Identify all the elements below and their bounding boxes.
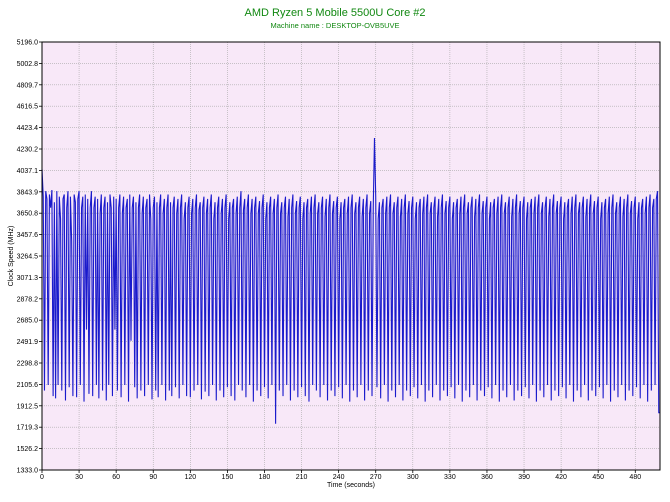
chart-subtitle: Machine name : DESKTOP-OVB5UVE xyxy=(270,21,399,30)
y-tick-label: 2298.8 xyxy=(17,360,39,367)
x-axis-label: Time (seconds) xyxy=(327,482,375,489)
y-tick-label: 3071.3 xyxy=(17,275,39,282)
y-tick-label: 1912.5 xyxy=(17,403,39,410)
series-line-0 xyxy=(41,137,660,424)
y-tick-label: 1719.3 xyxy=(17,425,39,432)
x-tick-label: 60 xyxy=(112,474,120,481)
x-tick-label: 420 xyxy=(555,474,567,481)
x-tick-label: 120 xyxy=(184,474,196,481)
x-tick-label: 90 xyxy=(149,474,157,481)
y-tick-label: 3650.8 xyxy=(17,211,39,218)
x-tick-label: 330 xyxy=(444,474,456,481)
y-tick-label: 4616.5 xyxy=(17,104,39,111)
y-tick-label: 4809.7 xyxy=(17,82,39,89)
x-tick-label: 480 xyxy=(629,474,641,481)
x-tick-label: 450 xyxy=(592,474,604,481)
y-tick-label: 5002.8 xyxy=(17,61,39,68)
y-tick-label: 4037.1 xyxy=(17,168,39,175)
x-tick-label: 180 xyxy=(259,474,271,481)
series-group xyxy=(41,137,660,424)
x-tick-label: 240 xyxy=(333,474,345,481)
x-tick-label: 210 xyxy=(296,474,308,481)
y-tick-label: 2105.6 xyxy=(17,382,39,389)
y-tick-label: 1333.0 xyxy=(17,468,39,475)
y-tick-label: 2685.0 xyxy=(17,318,39,325)
y-tick-label: 4423.4 xyxy=(17,125,39,132)
y-tick-label: 5196.0 xyxy=(17,40,39,47)
y-tick-label: 3457.6 xyxy=(17,232,39,239)
y-axis-ticks: 1333.0 1526.2 1719.3 1912.5 2105.6 2298.8 2491… xyxy=(17,40,42,475)
y-tick-label: 2878.2 xyxy=(17,296,39,303)
x-tick-label: 360 xyxy=(481,474,493,481)
y-tick-label: 2491.9 xyxy=(17,339,39,346)
y-tick-label: 3264.5 xyxy=(17,254,39,261)
chart-title: AMD Ryzen 5 Mobile 5500U Core #2 xyxy=(245,7,426,19)
x-tick-label: 150 xyxy=(222,474,234,481)
x-tick-label: 390 xyxy=(518,474,530,481)
x-tick-label: 300 xyxy=(407,474,419,481)
x-tick-label: 270 xyxy=(370,474,382,481)
y-tick-label: 3843.9 xyxy=(17,189,39,196)
y-tick-label: 1526.2 xyxy=(17,446,39,453)
x-tick-label: 0 xyxy=(40,474,44,481)
y-axis-label: Clock Speed (MHz) xyxy=(8,226,15,287)
x-tick-label: 30 xyxy=(75,474,83,481)
x-axis-ticks: 0 30 60 90 120 150 180 210 240 270 300 330 360 390 420… xyxy=(40,470,641,481)
y-tick-label: 4230.2 xyxy=(17,147,39,154)
